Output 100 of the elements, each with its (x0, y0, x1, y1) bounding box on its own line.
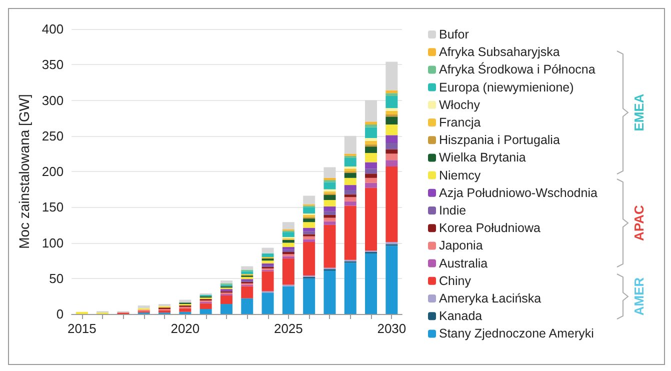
bar (241, 298, 254, 314)
bar (324, 206, 336, 212)
y-tick-label: 250 (42, 128, 64, 144)
legend-label: Hiszpania i Portugalia (439, 133, 560, 148)
legend-label: Azja Południowo-Wschodnia (439, 186, 598, 200)
bar (365, 188, 378, 251)
bar (220, 280, 232, 284)
bar (262, 263, 274, 266)
bar (344, 262, 356, 314)
bar (365, 168, 378, 174)
bar (179, 308, 192, 312)
bar (282, 240, 294, 243)
bar (324, 221, 336, 225)
bar (365, 144, 378, 147)
bar (262, 253, 274, 257)
bar (282, 247, 294, 250)
y-tick-label: 150 (42, 200, 64, 215)
bar (282, 242, 294, 248)
legend-label: Afryka Środkowa i Północna (439, 62, 596, 77)
bar (200, 303, 212, 310)
bar (344, 185, 356, 190)
legend-label: Europa (niewymienione) (439, 80, 574, 94)
bar (262, 260, 274, 264)
bar (386, 149, 398, 154)
legend-label: Bufor (439, 28, 469, 42)
bar (344, 168, 356, 172)
legend-label: Francja (439, 116, 481, 130)
bar (386, 62, 398, 90)
bar (303, 222, 316, 228)
bar (262, 258, 274, 261)
bar (262, 248, 274, 254)
bar (282, 258, 294, 285)
bar (262, 271, 274, 292)
bar (324, 224, 336, 268)
text: EMEA (632, 93, 646, 132)
bar (365, 253, 378, 314)
bar (303, 207, 316, 214)
bar (386, 93, 398, 96)
bar (220, 295, 232, 304)
bar (365, 146, 378, 153)
bar (386, 135, 398, 143)
x-tick-label: 2015 (67, 321, 96, 336)
bar (344, 136, 356, 154)
bar (386, 246, 398, 314)
bar (344, 178, 356, 186)
x-tick-label: 2025 (274, 321, 303, 336)
legend-label: Włochy (439, 98, 481, 112)
legend-label: Korea Południowa (439, 221, 541, 236)
y-tick-label: 50 (49, 270, 64, 286)
bar (241, 286, 254, 298)
bar (386, 154, 398, 160)
text: AMER (632, 276, 646, 316)
bar (324, 191, 336, 194)
bar (303, 278, 316, 314)
bar (303, 218, 316, 222)
legend-label: Stany Zjednoczone Ameryki (439, 326, 594, 341)
bar (344, 201, 356, 206)
bar (344, 206, 356, 260)
bar (324, 214, 336, 218)
bar (138, 305, 150, 308)
bar (386, 166, 398, 242)
bar (386, 96, 398, 108)
bar (386, 116, 398, 124)
bar (220, 304, 232, 314)
bar (365, 140, 378, 144)
bar (241, 276, 254, 280)
bar (324, 218, 336, 222)
bar (303, 228, 316, 232)
legend-label: Indie (439, 204, 466, 218)
y-tick-label: 400 (42, 22, 64, 36)
bar (365, 100, 378, 122)
bar (386, 143, 398, 150)
legend-label: Chiny (439, 274, 472, 288)
bar (324, 211, 336, 215)
legend-label: Afryka Subsaharyjska (439, 45, 560, 60)
bar (200, 309, 212, 314)
bar (324, 178, 336, 180)
bar (386, 108, 398, 111)
bar (365, 182, 378, 188)
bar (344, 190, 356, 194)
y-tick-label: 300 (42, 92, 64, 108)
bar (365, 124, 378, 128)
bar (365, 178, 378, 183)
bar (282, 286, 294, 314)
bar (344, 197, 356, 202)
y-axis-title: Moc zainstalowana [GW] (16, 94, 32, 249)
x-tick-label: 2030 (377, 321, 406, 336)
y-tick-label: 200 (42, 164, 64, 179)
bar (324, 195, 336, 200)
legend-label: Wielka Brytania (439, 150, 526, 165)
bar (324, 270, 336, 314)
text: APAC (632, 204, 646, 241)
bar (241, 266, 254, 270)
y-tick-label: 350 (42, 57, 64, 72)
bar (365, 127, 378, 138)
bar (386, 160, 398, 167)
bar (344, 158, 356, 167)
bar (365, 174, 378, 178)
legend-label: Australia (439, 256, 488, 270)
bar (262, 292, 274, 314)
